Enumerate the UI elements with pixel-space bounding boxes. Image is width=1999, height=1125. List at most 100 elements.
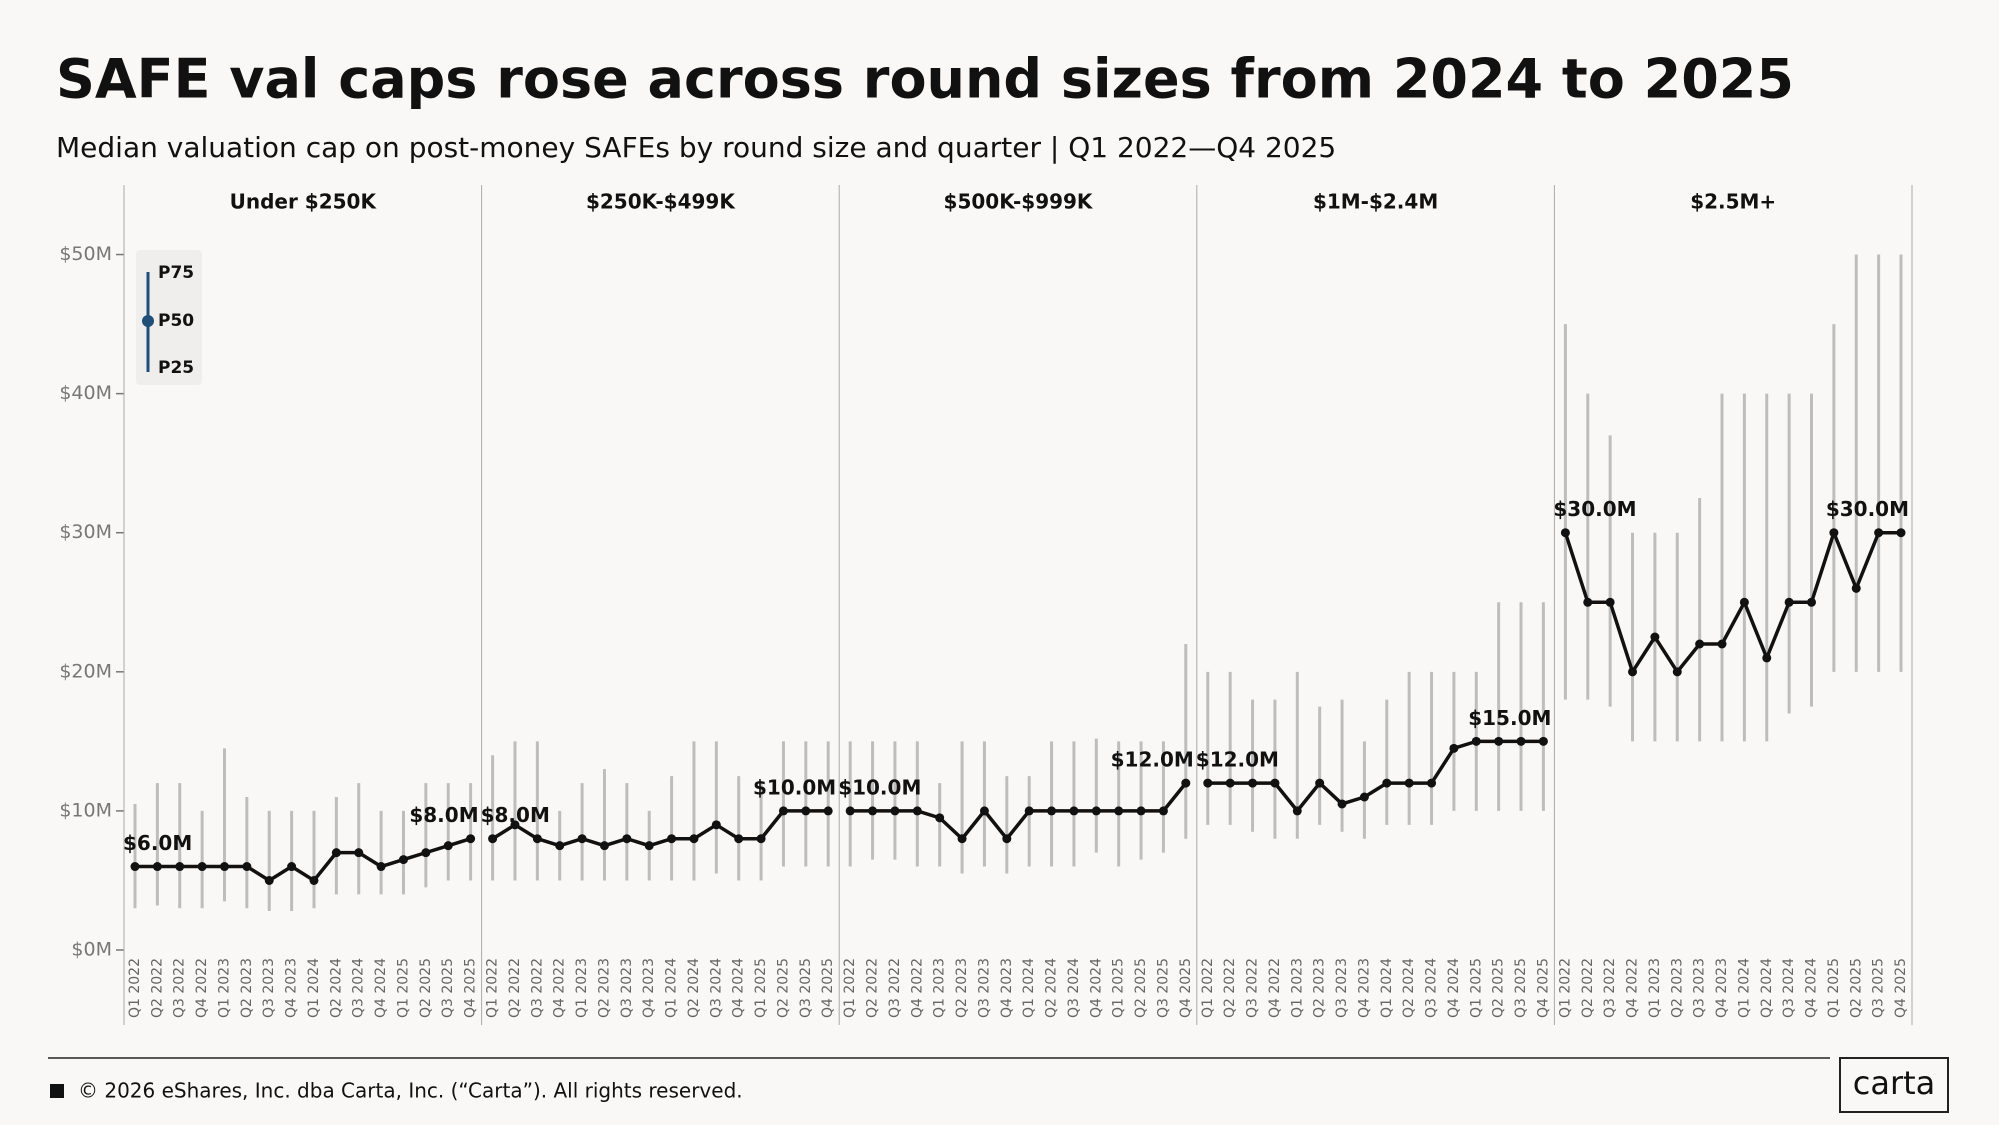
x-tick-label: Q3 2023	[1334, 958, 1350, 1018]
x-tick-label: Q2 2024	[1759, 958, 1775, 1018]
median-point	[868, 806, 878, 816]
x-tick-label: Q2 2022	[1222, 958, 1238, 1018]
x-tick-label: Q1 2024	[306, 958, 322, 1018]
median-point	[801, 806, 811, 816]
x-tick-label: Q1 2023	[1647, 958, 1663, 1018]
median-point	[421, 848, 431, 858]
median-point	[1047, 806, 1057, 816]
x-tick-label: Q2 2022	[1580, 958, 1596, 1018]
x-tick-label: Q1 2022	[127, 958, 143, 1018]
y-tick-label: $30M	[59, 521, 112, 543]
x-tick-label: Q3 2023	[976, 958, 992, 1018]
x-tick-label: Q2 2022	[507, 958, 523, 1018]
x-tick-label: Q4 2023	[641, 958, 657, 1018]
legend-label: P50	[158, 311, 194, 331]
x-tick-label: Q4 2022	[909, 958, 925, 1018]
chart-title: SAFE val caps rose across round sizes fr…	[56, 48, 1794, 111]
x-tick-label: Q1 2024	[1736, 958, 1752, 1018]
x-tick-label: Q2 2024	[328, 958, 344, 1018]
median-point	[1807, 597, 1817, 607]
median-point	[466, 834, 476, 844]
median-point	[1225, 778, 1235, 788]
x-tick-label: Q1 2025	[1111, 958, 1127, 1018]
median-point	[845, 806, 855, 816]
median-point	[443, 841, 453, 851]
x-tick-label: Q3 2025	[798, 958, 814, 1018]
panel-header: Under $250K	[230, 190, 378, 214]
median-point	[555, 841, 565, 851]
x-tick-label: Q2 2025	[1133, 958, 1149, 1018]
median-point	[1024, 806, 1034, 816]
x-tick-label: Q1 2022	[1557, 958, 1573, 1018]
median-point	[1136, 806, 1146, 816]
median-point	[1874, 528, 1884, 538]
x-tick-label: Q4 2025	[1178, 958, 1194, 1018]
x-tick-label: Q4 2025	[1535, 958, 1551, 1018]
x-tick-label: Q3 2023	[1692, 958, 1708, 1018]
x-tick-label: Q4 2022	[194, 958, 210, 1018]
x-tick-label: Q1 2025	[1826, 958, 1842, 1018]
median-point	[1784, 597, 1794, 607]
median-point	[1560, 528, 1570, 538]
x-tick-label: Q2 2025	[1848, 958, 1864, 1018]
median-point	[577, 834, 587, 844]
median-point	[890, 806, 900, 816]
x-tick-label: Q1 2022	[842, 958, 858, 1018]
value-label: $30.0M	[1553, 497, 1636, 521]
x-tick-label: Q3 2022	[887, 958, 903, 1018]
x-tick-label: Q2 2023	[954, 958, 970, 1018]
y-tick-label: $20M	[59, 660, 112, 682]
x-tick-label: Q2 2022	[865, 958, 881, 1018]
median-point	[152, 862, 162, 872]
x-tick-label: Q1 2023	[216, 958, 232, 1018]
median-point	[1315, 778, 1325, 788]
x-tick-label: Q4 2022	[1625, 958, 1641, 1018]
median-line	[1207, 739, 1544, 813]
panel-header: $2.5M+	[1690, 190, 1776, 214]
median-point	[130, 862, 140, 872]
x-tick-label: Q4 2023	[1356, 958, 1372, 1018]
median-point	[1270, 778, 1280, 788]
logo: carta	[1853, 1064, 1936, 1102]
median-point	[689, 834, 699, 844]
median-point	[823, 806, 833, 816]
median-point	[711, 820, 721, 830]
x-tick-label: Q4 2025	[820, 958, 836, 1018]
legend-dot	[142, 315, 154, 327]
value-label: $15.0M	[1468, 706, 1551, 730]
median-point	[1851, 583, 1861, 593]
median-point	[1248, 778, 1258, 788]
median-line	[1563, 530, 1901, 674]
value-label: $8.0M	[409, 803, 478, 827]
x-tick-label: Q3 2024	[1066, 958, 1082, 1018]
footer-text: © 2026 eShares, Inc. dba Carta, Inc. (“C…	[78, 1079, 743, 1103]
x-tick-label: Q1 2024	[1379, 958, 1395, 1018]
median-point	[979, 806, 989, 816]
median-point	[1762, 653, 1772, 663]
x-tick-label: Q2 2025	[1491, 958, 1507, 1018]
median-point	[1427, 778, 1437, 788]
median-point	[1628, 667, 1638, 677]
panel-header: $500K-$999K	[944, 190, 1094, 214]
x-tick-label: Q1 2025	[753, 958, 769, 1018]
x-tick-label: Q4 2023	[999, 958, 1015, 1018]
median-point	[331, 848, 341, 858]
chart-subtitle: Median valuation cap on post-money SAFEs…	[56, 131, 1336, 164]
median-point	[1002, 834, 1012, 844]
median-point	[734, 834, 744, 844]
x-tick-label: Q3 2025	[1513, 958, 1529, 1018]
x-tick-label: Q1 2023	[1289, 958, 1305, 1018]
x-tick-label: Q3 2022	[1602, 958, 1618, 1018]
x-tick-label: Q1 2024	[664, 958, 680, 1018]
median-point	[935, 813, 945, 823]
median-line	[491, 809, 829, 848]
median-point	[219, 862, 229, 872]
x-tick-label: Q2 2023	[1669, 958, 1685, 1018]
x-tick-label: Q4 2023	[284, 958, 300, 1018]
footer-square	[50, 1084, 64, 1098]
x-tick-label: Q3 2024	[708, 958, 724, 1018]
median-point	[1158, 806, 1168, 816]
x-tick-label: Q1 2022	[485, 958, 501, 1018]
x-tick-label: Q2 2025	[418, 958, 434, 1018]
